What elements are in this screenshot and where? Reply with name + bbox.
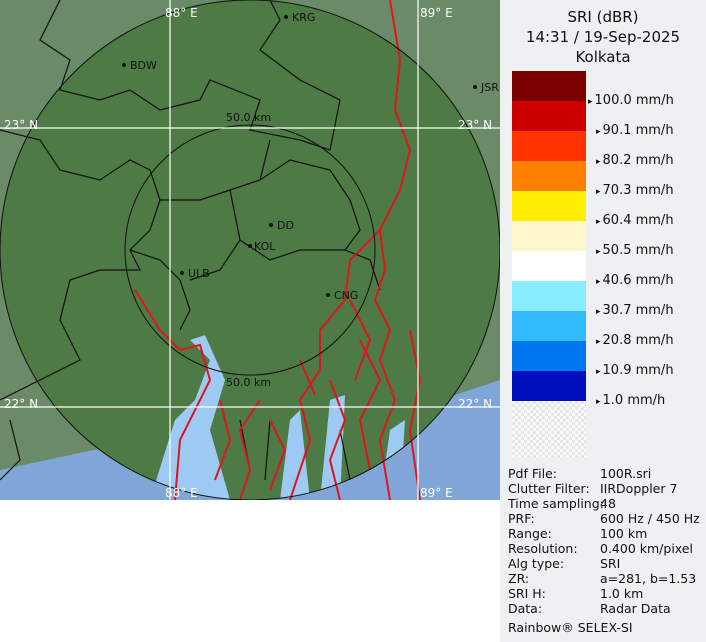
legend-panel: SRI (dBR) 14:31 / 19-Sep-2025 Kolkata 10… [500,0,706,642]
lat-label-23-right: 23° N [458,118,492,132]
color-swatch [512,341,586,371]
city-cng: CNG [334,289,358,302]
scale-label: 90.1 mm/h [588,123,674,138]
color-swatch [512,71,586,101]
city-markers: KRG BDW JSR DD KOL ULB CNG [122,11,499,302]
info-value: 1.0 km [600,586,644,601]
credit: Rainbow® SELEX-SI [508,620,633,635]
lon-label-88-bottom: 88° E [165,486,198,500]
lon-label-89-top: 89° E [420,6,453,20]
info-key: ZR: [508,571,530,586]
radar-site: Kolkata [575,48,631,66]
info-value: 100 km [600,526,648,541]
info-row: Time sampling: 48 [508,496,616,511]
product-datetime: 14:31 / 19-Sep-2025 [525,28,681,46]
city-krg: KRG [292,11,315,24]
color-swatch [512,281,586,311]
scale-label: 1.0 mm/h [588,393,666,408]
range-ring-inner [124,124,376,376]
info-value: 600 Hz / 450 Hz [600,511,700,526]
color-swatch [512,221,586,251]
scale-label: 60.4 mm/h [588,213,674,228]
color-swatch [512,251,586,281]
lat-label-22-right: 22° N [458,397,492,411]
no-data-swatch [512,401,586,459]
ring-label-top: 50.0 km [226,111,271,124]
scale-label: 20.8 mm/h [588,333,674,348]
lon-label-88-top: 88° E [165,6,198,20]
info-key: Clutter Filter: [508,481,590,496]
color-swatch [512,311,586,341]
info-key: PRF: [508,511,535,526]
radar-map[interactable]: 88° E 89° E 88° E 89° E 23° N 23° N 22° … [0,0,500,500]
lat-lon-grid [0,0,500,500]
lat-label-22-left: 22° N [4,397,38,411]
product-title: SRI (dBR) [567,8,639,26]
scale-label: 80.2 mm/h [588,153,674,168]
scale-label: 10.9 mm/h [588,363,674,378]
info-value: 100R.sri [600,466,652,481]
city-dd: DD [277,219,294,232]
color-swatch [512,161,586,191]
info-key: Time sampling: [508,496,604,511]
info-row: Alg type: SRI [508,556,620,571]
info-row: Pdf File: 100R.sri [508,466,651,481]
range-rings [0,0,500,500]
color-swatch [512,371,586,401]
lat-label-23-left: 23° N [4,118,38,132]
info-key: SRI H: [508,586,546,601]
info-row: Range: 100 km [508,526,647,541]
info-key: Range: [508,526,552,541]
info-row: Data: Radar Data [508,601,671,616]
rivers [134,0,422,500]
range-area [0,0,500,500]
info-value: 0.400 km/pixel [600,541,693,556]
info-key: Data: [508,601,543,616]
color-swatch [512,191,586,221]
info-key: Resolution: [508,541,578,556]
estuary-water [280,395,405,500]
info-row: PRF: 600 Hz / 450 Hz [508,511,700,526]
info-value: IIRDoppler 7 [600,481,678,496]
info-value: a=281, b=1.53 [600,571,697,586]
info-value: SRI [600,556,621,571]
scale-label: 30.7 mm/h [588,303,674,318]
color-swatch [512,101,586,131]
scale-label: 70.3 mm/h [588,183,674,198]
city-ulb: ULB [188,267,210,280]
info-row: ZR: a=281, b=1.53 [508,571,696,586]
info-key: Alg type: [508,556,565,571]
info-key: Pdf File: [508,466,557,481]
ring-label-bottom: 50.0 km [226,376,271,389]
scale-label: 40.6 mm/h [588,273,674,288]
info-row: Resolution: 0.400 km/pixel [508,541,693,556]
info-value: Radar Data [600,601,671,616]
city-bdw: BDW [130,59,157,72]
city-jsr: JSR [480,81,499,94]
city-kol: KOL [254,240,276,253]
info-row: Clutter Filter: IIRDoppler 7 [508,481,677,496]
info-row: SRI H: 1.0 km [508,586,643,601]
scale-label: 100.0 mm/h [588,93,674,108]
lon-label-89-bottom: 89° E [420,486,453,500]
scale-label: 50.5 mm/h [588,243,674,258]
district-borders [0,0,381,481]
color-swatch [512,131,586,161]
info-value: 48 [600,496,616,511]
